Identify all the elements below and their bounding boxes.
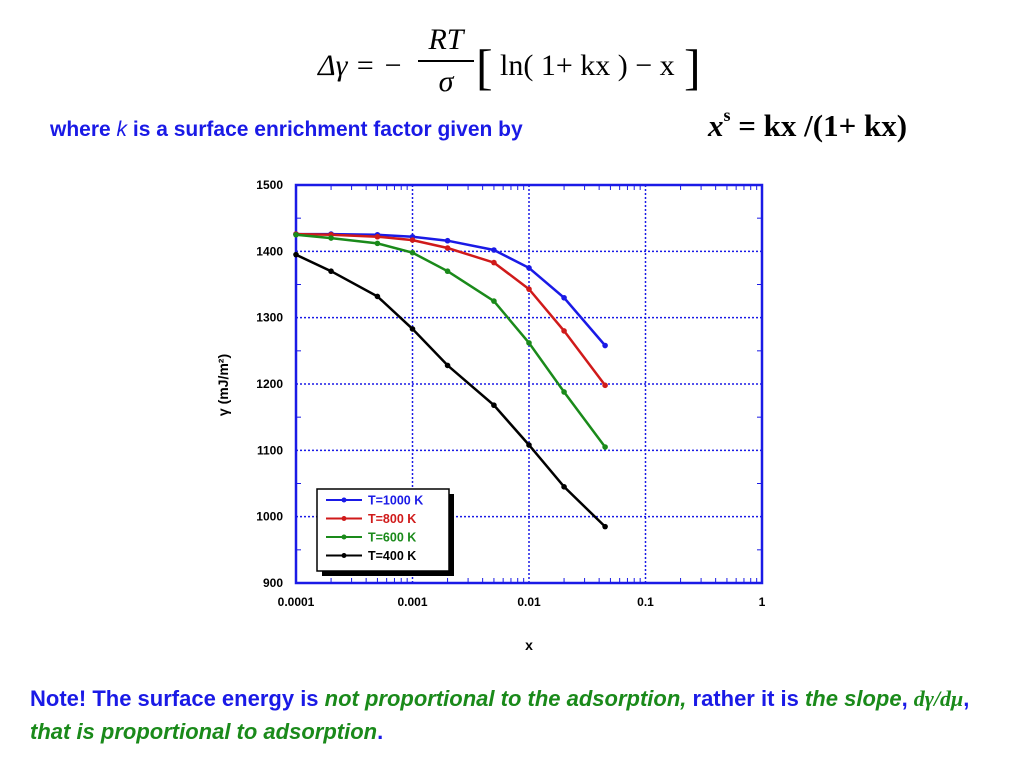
- legend-marker: [341, 497, 347, 503]
- note-italic3: that is proportional to adsorption: [30, 719, 378, 744]
- note-text: Note! The surface energy is not proporti…: [30, 682, 1010, 748]
- x-tick-label: 0.001: [397, 595, 427, 609]
- formula-denominator: σ: [438, 65, 454, 98]
- data-point: [293, 251, 299, 258]
- formula-xs-rest: = kx /(1+ kx): [730, 108, 908, 143]
- legend-marker: [341, 534, 347, 540]
- data-point: [409, 249, 416, 256]
- data-point: [374, 240, 381, 247]
- legend: T=1000 K T=800 K T=600 K T=400 K: [316, 488, 454, 576]
- surface-composition-formula: xs = kx /(1+ kx): [708, 104, 908, 144]
- data-point: [293, 231, 299, 238]
- where-text: where k is a surface enrichment factor g…: [50, 118, 523, 142]
- where-text-k: k: [116, 118, 128, 141]
- legend-label: T=1000 K: [368, 494, 423, 508]
- data-point: [491, 298, 497, 304]
- y-tick-label: 1200: [256, 377, 283, 391]
- series-line: [295, 233, 607, 448]
- data-point: [491, 402, 497, 409]
- y-tick-label: 1100: [257, 443, 283, 457]
- x-tick-label: 1: [759, 595, 766, 609]
- data-point: [409, 237, 416, 243]
- formula-bracket-left: [: [476, 39, 493, 95]
- data-point: [526, 442, 532, 448]
- data-point: [491, 259, 497, 266]
- fraction-bar: [418, 60, 474, 62]
- data-point: [602, 444, 608, 450]
- x-tick-label: 0.0001: [278, 595, 315, 609]
- note-italic1: not proportional to the adsorption,: [324, 686, 687, 711]
- formula-bracket-right: ]: [684, 39, 701, 95]
- note-part1: Note! The surface energy is: [30, 686, 325, 711]
- data-point: [444, 245, 451, 251]
- y-axis-label: γ (mJ/m²): [215, 354, 231, 416]
- note-italic2: the slope: [804, 686, 902, 711]
- data-point: [561, 328, 567, 334]
- data-point: [526, 265, 532, 271]
- formula-xs-x: x: [708, 108, 724, 143]
- plot-frame: [294, 183, 764, 585]
- series-line: [295, 232, 607, 387]
- data-point: [444, 268, 451, 275]
- formula-inner: ln( 1+ kx ) − x: [500, 49, 675, 82]
- data-point: [409, 326, 416, 332]
- legend-marker: [341, 553, 347, 558]
- legend-box: [316, 488, 450, 572]
- legend-label: T=600 K: [368, 531, 416, 545]
- data-point: [602, 382, 608, 389]
- legend-label: T=400 K: [368, 549, 416, 563]
- x-tick-label: 0.1: [637, 595, 654, 609]
- main-formula: Δγ = − RT σ [ ln( 1+ kx ) − x ]: [318, 22, 738, 112]
- x-axis-label: x: [525, 637, 533, 653]
- x-tick-label: 0.01: [517, 595, 541, 609]
- y-tick-label: 1000: [256, 510, 283, 524]
- data-point: [328, 268, 334, 275]
- data-point: [526, 340, 532, 346]
- series-line: [296, 232, 607, 347]
- legend-items: T=1000 K T=800 K T=600 K T=400 K: [326, 494, 423, 563]
- data-point: [374, 293, 381, 300]
- formula-fraction: RT σ: [418, 22, 474, 100]
- note-part4: ,: [963, 686, 970, 711]
- data-point: [526, 286, 532, 292]
- formula-xs-sup: s: [723, 104, 731, 125]
- series-line: [295, 253, 606, 528]
- series-group: [293, 251, 608, 530]
- note-part3: ,: [901, 686, 914, 711]
- data-point: [328, 235, 334, 241]
- data-point: [561, 484, 567, 490]
- y-tick-label: 1500: [256, 178, 283, 192]
- note-derivative: dγ/dμ: [913, 686, 964, 711]
- y-tick-label: 900: [263, 576, 283, 590]
- y-tick-label: 1400: [256, 244, 283, 258]
- formula-numerator: RT: [428, 23, 464, 56]
- series-group: [293, 231, 608, 450]
- series-layer: [293, 231, 608, 530]
- legend-marker: [341, 516, 347, 521]
- data-point: [491, 247, 497, 253]
- note-part5: .: [377, 719, 384, 744]
- data-point: [602, 342, 608, 349]
- data-point: [561, 389, 567, 395]
- note-part2: rather it is: [686, 686, 805, 711]
- data-point: [602, 523, 608, 530]
- data-point: [444, 237, 451, 244]
- where-text-part1: where: [50, 118, 117, 141]
- data-point: [374, 233, 381, 240]
- series-group: [293, 231, 608, 389]
- data-point: [561, 294, 567, 301]
- where-text-part2: is a surface enrichment factor given by: [127, 118, 523, 141]
- data-point: [444, 362, 451, 369]
- legend-label: T=800 K: [368, 512, 416, 526]
- ticks-layer: 0.0001 0.001 0.01 0.1 1 900 1000 1100 1200 1300 14…: [256, 178, 765, 609]
- y-tick-label: 1300: [256, 311, 283, 325]
- formula-lhs: Δγ = −: [318, 49, 403, 82]
